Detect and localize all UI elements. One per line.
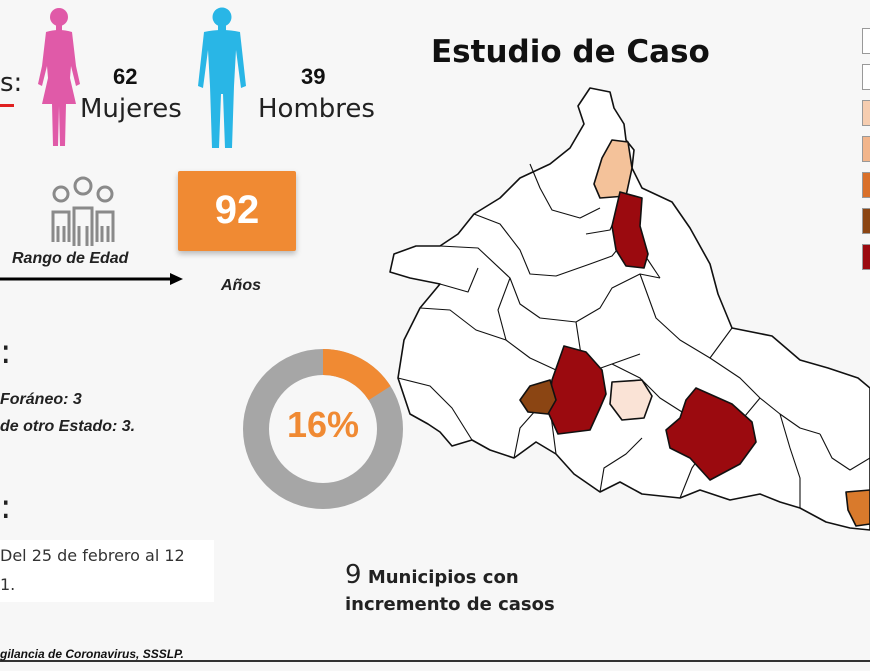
municipios-line2: incremento de casos [345, 594, 555, 615]
man-icon [198, 7, 246, 148]
age-value-box: 92 [178, 171, 296, 251]
women-label: Mujeres [80, 94, 182, 124]
donut-arc [243, 349, 403, 509]
woman-icon [38, 8, 80, 146]
muni-orange-southeast [845, 489, 870, 527]
arrow-icon [0, 273, 183, 285]
legend-swatch [862, 100, 870, 126]
men-count: 39 [301, 64, 326, 89]
women-count: 62 [113, 64, 138, 89]
donut-chart [243, 349, 403, 509]
muni-peach-north [593, 139, 633, 199]
cut-label: s: [0, 68, 23, 98]
donut-percent: 16% [286, 404, 360, 445]
men-label: Hombres [258, 94, 375, 124]
muni-darkred-east [665, 387, 757, 481]
period-card [0, 540, 214, 602]
group-people-icon [51, 176, 115, 246]
source-note: gilancia de Coronavirus, SSSLP. [0, 647, 184, 661]
foreign-cases: Foráneo: 3 [0, 391, 82, 408]
municipios-count: 9 [345, 560, 362, 590]
legend-swatch [862, 64, 870, 90]
other-state-cases: de otro Estado: 3. [0, 418, 136, 435]
period-colon: : [0, 487, 12, 527]
page-title: Estudio de Caso [431, 34, 710, 70]
muni-brown-center [519, 379, 557, 415]
period-line2: 1. [0, 575, 16, 594]
age-value: 92 [214, 188, 260, 232]
period-line1: Del 25 de febrero al 12 [0, 546, 185, 565]
legend-swatch [862, 136, 870, 162]
municipios-line1-text: Municipios con [367, 567, 519, 588]
red-underline [0, 104, 14, 107]
muni-darkred-north [611, 191, 649, 269]
legend-swatch [862, 244, 870, 270]
legend-swatch [862, 172, 870, 198]
legend-swatch [862, 28, 870, 54]
map-legend [862, 28, 870, 280]
muni-light-center [609, 379, 653, 421]
municipality-map [389, 87, 870, 531]
age-range-label: Rango de Edad [12, 250, 129, 267]
origin-colon: : [0, 332, 12, 372]
municipios-line1: 9 Municipios con [345, 560, 585, 590]
footer-divider [0, 660, 870, 662]
legend-swatch [862, 208, 870, 234]
age-unit: Años [221, 277, 261, 294]
